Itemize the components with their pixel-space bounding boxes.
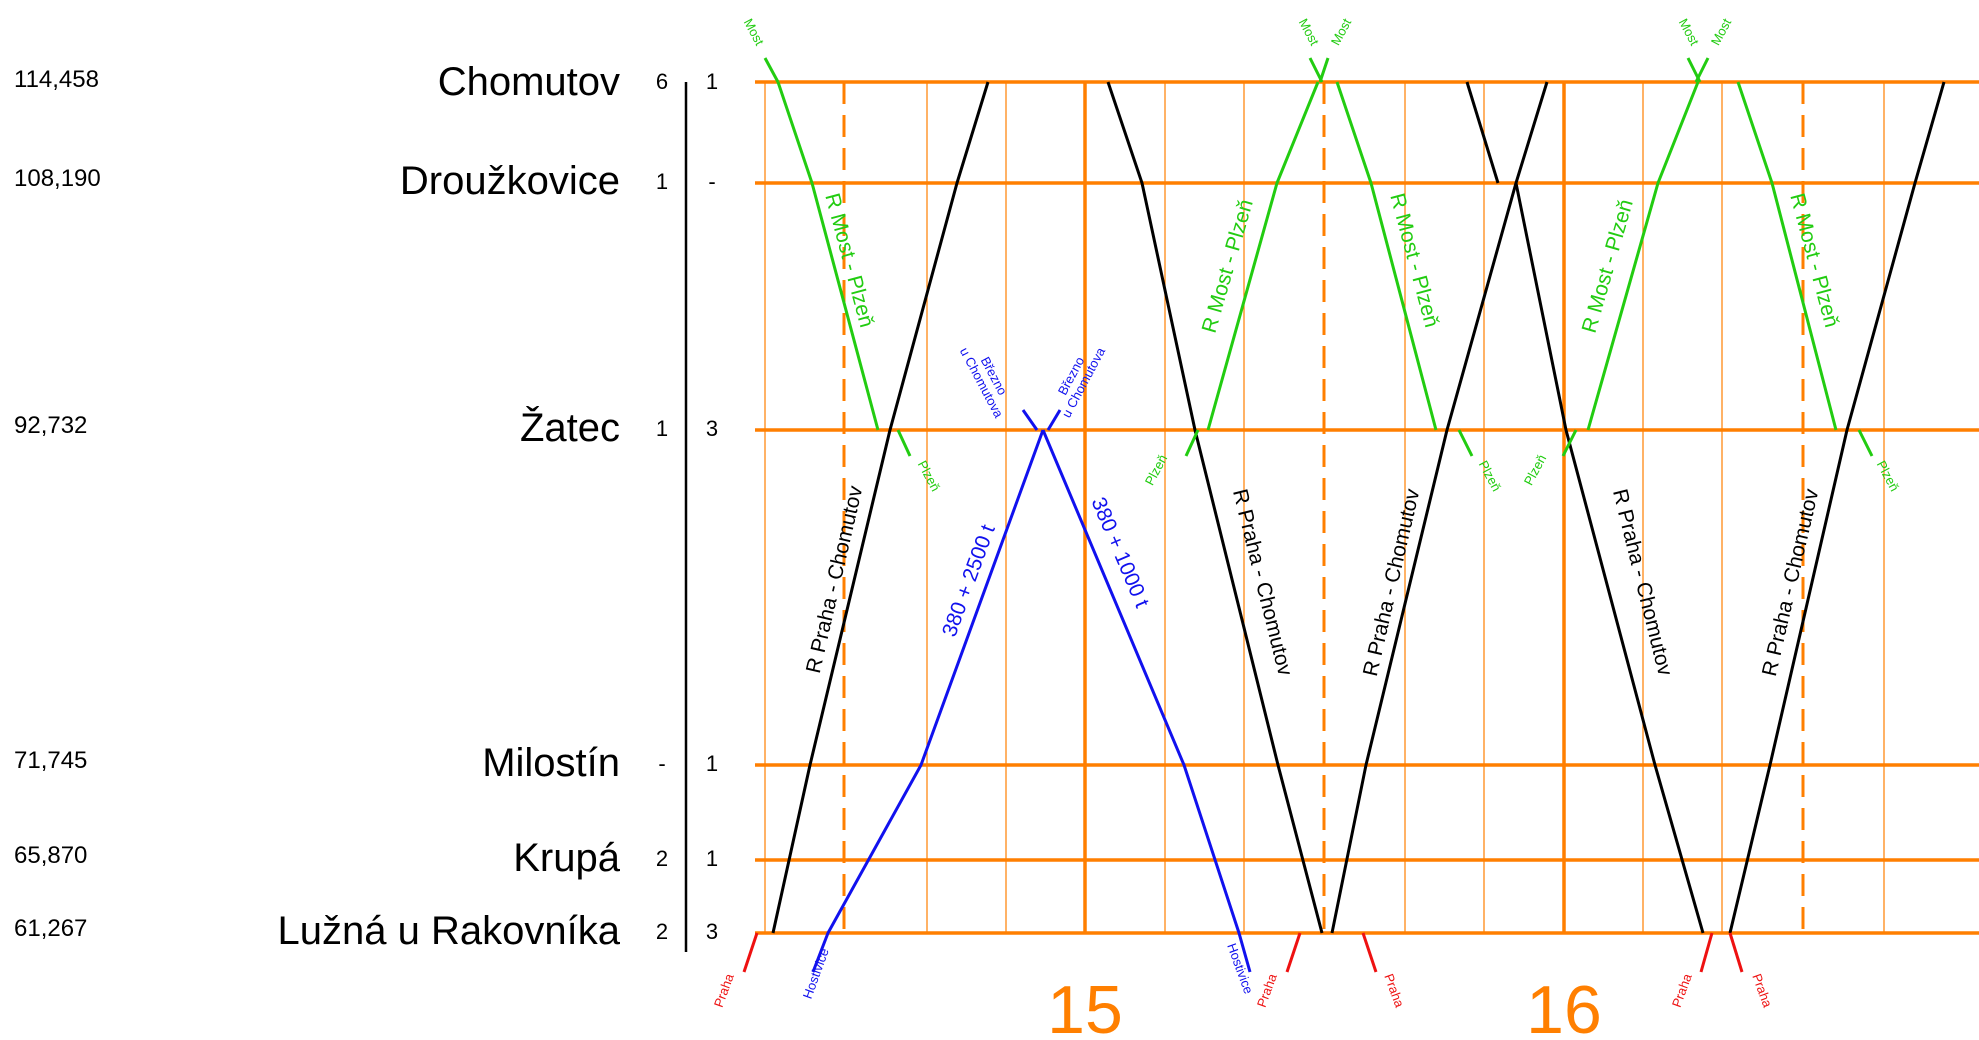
label-most-4: Most [1676, 16, 1703, 48]
connection-praha-5 [1728, 932, 1744, 973]
station-name-zatec: Žatec [520, 405, 620, 450]
label-r-praha-chomutov-5: R Praha - Chomutov [1758, 486, 1824, 678]
connection-praha-2 [1285, 932, 1302, 973]
label-most-2: Most [1296, 16, 1323, 48]
green-trains [763, 57, 1874, 457]
black-trains [771, 81, 1946, 934]
label-freight-up: 380 + 2500 t [938, 522, 1000, 640]
station-name-krupa: Krupá [513, 836, 620, 880]
label-r-praha-chomutov-2: R Praha - Chomutov [1228, 487, 1297, 679]
station-name-drouzkovice: Droužkovice [400, 159, 620, 203]
label-r-praha-chomutov-3: R Praha - Chomutov [1359, 486, 1425, 678]
station-km-krupa: 65,870 [14, 842, 87, 869]
label-plzen-3: Plzeň [1476, 458, 1505, 494]
label-hostivice-2: Hostivice [1224, 941, 1256, 996]
connection-plzen-1 [896, 429, 912, 457]
train-r-praha-chomutov-down-2 [1465, 81, 1500, 184]
station-name-milostin: Milostín [482, 741, 620, 785]
connection-plzen-3 [1457, 429, 1474, 457]
station-km-luzna: 61,267 [14, 915, 87, 942]
label-brezno-right: Březno u Chomutova [1055, 344, 1109, 420]
label-praha-5: Praha [1749, 972, 1775, 1010]
station-track-right-drouzkovice: - [708, 169, 715, 194]
connection-brezno-1 [1021, 409, 1039, 431]
station-track-left-milostin: - [658, 751, 665, 776]
hour-label-16: 16 [1526, 972, 1602, 1040]
train-r-praha-chomutov-up-2 [1330, 81, 1549, 934]
label-r-most-plzen-1: R Most - Plzeň [820, 191, 878, 330]
label-freight-down: 380 + 1000 t [1086, 494, 1153, 611]
train-freight-down [1041, 429, 1252, 973]
station-labels: 114,458 Chomutov 6 1 108,190 Droužkovice… [14, 60, 718, 953]
station-track-left-drouzkovice: 1 [656, 169, 668, 194]
train-r-most-plzen-down-3 [1736, 81, 1838, 431]
train-r-praha-chomutov-down-3 [1514, 182, 1705, 934]
connection-praha-1 [742, 932, 759, 973]
station-track-left-zatec: 1 [656, 416, 668, 441]
blue-freight-train [811, 409, 1252, 973]
label-most-3: Most [1328, 16, 1355, 48]
station-track-right-krupa: 1 [706, 846, 718, 871]
label-r-most-plzen-3: R Most - Plzeň [1385, 191, 1443, 330]
train-freight-up [811, 429, 1045, 973]
label-r-most-plzen-2: R Most - Plzeň [1198, 197, 1258, 336]
train-r-praha-chomutov-down-1 [1106, 81, 1324, 934]
label-most-1: Most [741, 16, 768, 48]
label-praha-4: Praha [1669, 971, 1695, 1009]
connection-most-3 [1318, 57, 1330, 83]
station-track-left-luzna: 2 [656, 919, 668, 944]
label-r-praha-chomutov-4: R Praha - Chomutov [1608, 487, 1677, 679]
station-track-left-chomutov: 6 [656, 69, 668, 94]
label-praha-1: Praha [711, 971, 737, 1009]
connection-praha-4 [1699, 932, 1714, 973]
station-name-chomutov: Chomutov [438, 60, 620, 104]
station-track-right-zatec: 3 [706, 416, 718, 441]
train-r-most-plzen-down-2 [1335, 81, 1438, 431]
label-r-praha-chomutov-1: R Praha - Chomutov [802, 483, 868, 675]
connection-most-1 [763, 57, 780, 83]
station-track-right-milostin: 1 [706, 751, 718, 776]
station-track-right-chomutov: 1 [706, 69, 718, 94]
connection-plzen-2 [1184, 429, 1200, 457]
label-most-5: Most [1708, 16, 1735, 48]
label-r-most-plzen-5: R Most - Plzeň [1785, 191, 1843, 330]
station-track-right-luzna: 3 [706, 919, 718, 944]
train-r-most-plzen-down-1 [776, 81, 880, 431]
station-km-drouzkovice: 108,190 [14, 165, 101, 192]
label-plzen-4: Plzeň [1521, 452, 1550, 488]
connection-brezno-2 [1046, 409, 1062, 431]
connection-praha-3 [1361, 932, 1378, 973]
station-km-milostin: 71,745 [14, 747, 87, 774]
station-km-chomutov: 114,458 [14, 66, 99, 93]
connection-most-5 [1694, 57, 1710, 83]
train-r-most-plzen-up-1 [1206, 81, 1320, 431]
label-plzen-1: Plzeň [915, 458, 944, 494]
train-r-most-plzen-up-2 [1586, 81, 1700, 431]
train-r-praha-chomutov-up-1 [771, 81, 990, 934]
label-r-most-plzen-4: R Most - Plzeň [1578, 197, 1638, 336]
hour-label-15: 15 [1047, 972, 1123, 1040]
label-plzen-5: Plzeň [1874, 458, 1903, 494]
connection-plzen-4 [1561, 429, 1578, 457]
label-hostivice-1: Hostivice [800, 946, 832, 1001]
station-km-zatec: 92,732 [14, 412, 87, 439]
label-plzen-2: Plzeň [1142, 452, 1171, 488]
label-praha-2: Praha [1254, 971, 1280, 1009]
connection-plzen-5 [1857, 429, 1874, 457]
train-r-praha-chomutov-up-3 [1728, 81, 1946, 934]
station-track-left-krupa: 2 [656, 846, 668, 871]
label-praha-3: Praha [1381, 972, 1407, 1010]
station-name-luzna: Lužná u Rakovníka [278, 909, 621, 953]
red-connections [742, 932, 1744, 973]
label-brezno-left: Březno u Chomutova [957, 345, 1010, 421]
